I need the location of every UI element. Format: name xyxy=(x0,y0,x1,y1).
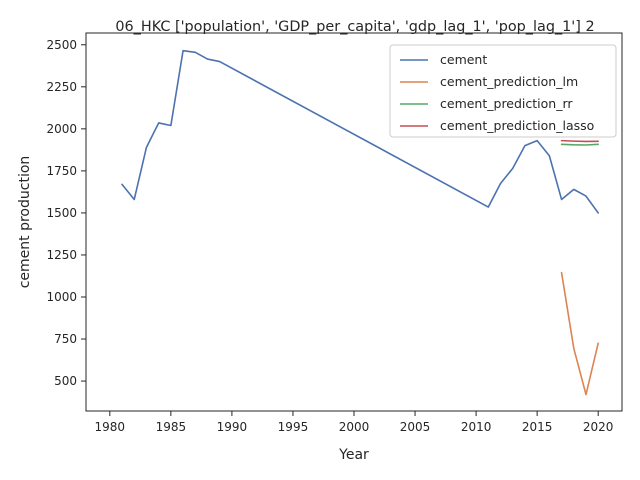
series-line-1 xyxy=(560,271,599,396)
legend-entry: cement_prediction_rr xyxy=(440,96,573,111)
y-tick-label: 750 xyxy=(54,332,77,346)
x-tick-label: 1985 xyxy=(156,420,187,434)
x-tick-label: 2015 xyxy=(522,420,553,434)
y-tick-label: 2500 xyxy=(46,38,77,52)
legend: cement cement_prediction_lm cement_predict… xyxy=(389,44,617,138)
x-axis-label: Year xyxy=(338,447,369,463)
legend-entry: cement_prediction_lm xyxy=(440,74,578,89)
x-tick-label: 1990 xyxy=(217,420,248,434)
x-axis: 1980 1985 1990 1995 2000 2005 2010 2015 2020 xyxy=(95,411,614,434)
y-tick-label: 1750 xyxy=(46,164,77,178)
series-layer xyxy=(121,49,599,396)
y-tick-label: 1500 xyxy=(46,206,77,220)
y-axis: 500 750 1000 1250 1500 1750 2000 2250 2500 xyxy=(46,38,86,388)
x-tick-label: 2010 xyxy=(461,420,492,434)
y-tick-label: 2000 xyxy=(46,122,77,136)
x-tick-label: 1980 xyxy=(95,420,126,434)
y-tick-label: 1000 xyxy=(46,290,77,304)
legend-entry: cement_prediction_lasso xyxy=(440,118,594,133)
x-tick-label: 2005 xyxy=(400,420,431,434)
y-tick-label: 2250 xyxy=(46,80,77,94)
series-line-3 xyxy=(560,139,599,143)
y-tick-label: 500 xyxy=(54,374,77,388)
legend-box xyxy=(389,44,617,138)
x-tick-label: 1995 xyxy=(278,420,309,434)
legend-entry: cement xyxy=(440,52,487,67)
x-tick-label: 2000 xyxy=(339,420,370,434)
series-line-2 xyxy=(560,143,599,146)
series-line-0 xyxy=(121,49,599,214)
y-axis-label: cement production xyxy=(17,156,33,289)
chart-title: 06_HKC ['population', 'GDP_per_capita', … xyxy=(115,19,594,35)
y-tick-label: 1250 xyxy=(46,248,77,262)
x-tick-label: 2020 xyxy=(583,420,614,434)
